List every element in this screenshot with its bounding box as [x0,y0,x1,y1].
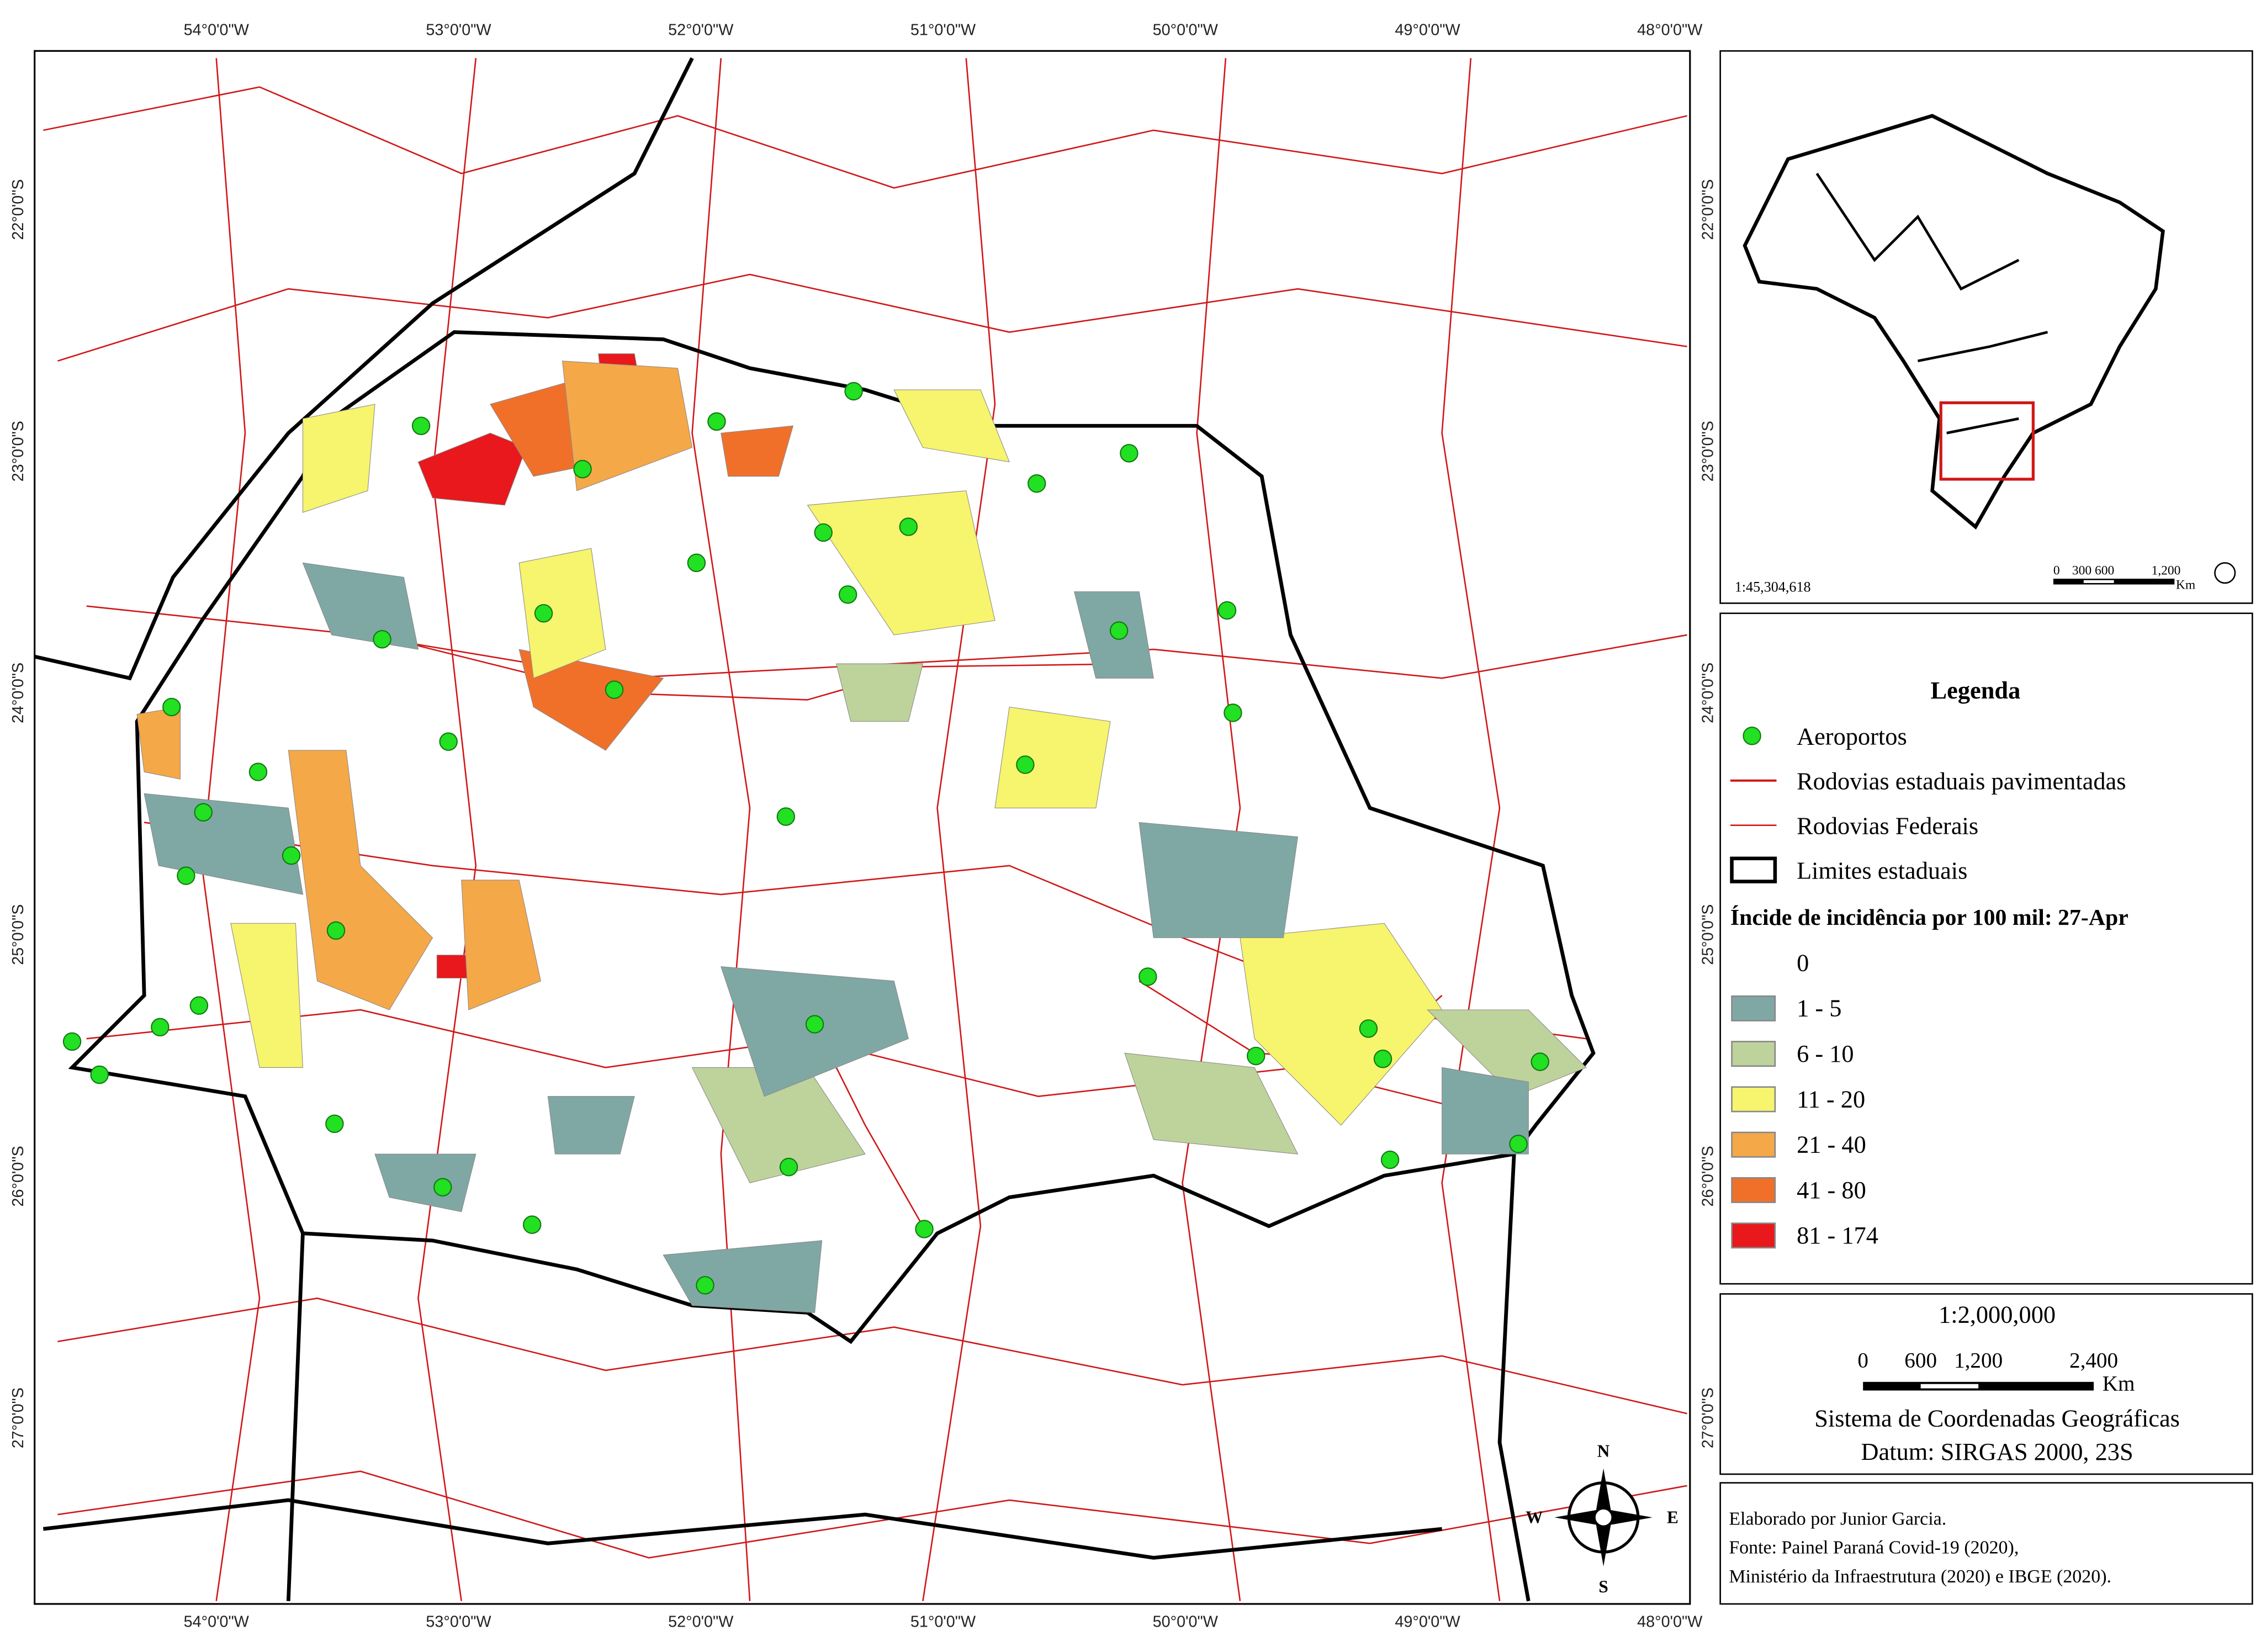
legend-class: 21 - 40 [1797,1131,1866,1158]
state-boundaries [34,57,1596,1602]
legend-swatch [1732,950,1775,976]
inset-unit: Km [2176,578,2195,592]
lon-label: 52°0'0"W [668,1613,734,1631]
legend-item: Limites estaduais [1797,856,1967,884]
datum: Datum: SIRGAS 2000, 23S [1861,1438,2133,1465]
legend-class: 0 [1797,949,1809,976]
lon-label: 53°0'0"W [426,22,491,39]
lon-label: 51°0'0"W [910,1613,976,1631]
legend-class: 81 - 174 [1797,1221,1878,1249]
lat-label: 26°0'0"S [9,1146,27,1206]
lon-label: 50°0'0"W [1153,1613,1219,1631]
lon-label: 52°0'0"W [668,22,734,39]
lat-label: 23°0'0"S [9,421,27,481]
legend-swatch [1731,1177,1776,1203]
legend: Legenda Íncide de incidência por 100 mil… [1719,612,2253,1285]
lon-label: 48°0'0"W [1637,1613,1703,1631]
lat-label: 26°0'0"S [1699,1146,1717,1206]
lon-label: 48°0'0"W [1637,22,1703,39]
lon-label: 53°0'0"W [426,1613,491,1631]
compass-n: N [1597,1442,1610,1461]
scale-tick: 600 [1904,1349,1937,1373]
legend-class: 11 - 20 [1797,1085,1865,1113]
lat-label: 27°0'0"S [9,1388,27,1448]
lon-label: 49°0'0"W [1395,1613,1460,1631]
legend-swatch [1731,1222,1776,1249]
lat-label: 24°0'0"S [9,663,27,723]
lat-label: 24°0'0"S [1699,663,1717,723]
inset-tick: 300 600 [2072,563,2114,578]
lon-label: 49°0'0"W [1395,22,1460,39]
legend-swatch [1731,1041,1776,1067]
inset-tick: 0 [2053,563,2060,578]
inset-tick: 1,200 [2152,563,2181,578]
scale-box: 1:2,000,000 0 600 1,200 2,400 Km Sistema… [1719,1293,2253,1475]
lat-label: 22°0'0"S [1699,179,1717,240]
lat-label: 25°0'0"S [9,904,27,965]
legend-class: 6 - 10 [1797,1040,1854,1067]
lat-label: 27°0'0"S [1699,1388,1717,1448]
scale-tick: 1,200 [1954,1349,2003,1373]
legend-class: 1 - 5 [1797,994,1841,1022]
airports [62,382,1549,1295]
legend-index-title: Íncide de incidência por 100 mil: 27-Apr [1730,904,2128,930]
scale-ratio: 1:2,000,000 [1939,1301,2056,1328]
inset-scale: 1:45,304,618 [1735,579,1811,595]
compass-w: W [1526,1508,1543,1527]
legend-item: Rodovias estaduais pavimentadas [1797,767,2126,795]
inset-map: 1:45,304,618 0 300 600 1,200 Km [1719,50,2253,604]
lon-label: 54°0'0"W [184,22,250,39]
legend-item: Rodovias Federais [1797,812,1978,839]
crs: Sistema de Coordenadas Geográficas [1814,1405,2180,1432]
credit-line: Elaborado por Junior Garcia. [1729,1508,1946,1529]
lat-label: 23°0'0"S [1699,421,1717,481]
compass-s: S [1598,1577,1608,1596]
credit-line: Fonte: Painel Paraná Covid-19 (2020), [1729,1538,2019,1558]
lon-label: 50°0'0"W [1153,22,1219,39]
legend-title: Legenda [1931,676,2021,704]
lon-label: 54°0'0"W [184,1613,250,1631]
credits: Elaborado por Junior Garcia. Fonte: Pain… [1719,1482,2253,1605]
scale-unit: Km [2103,1372,2135,1395]
legend-item: Aeroportos [1797,722,1907,750]
coordinate-labels: 54°0'0"W 54°0'0"W 53°0'0"W 53°0'0"W 52°0'0"W… [9,22,1717,1631]
main-map: N S E W [34,50,1691,1605]
scale-tick: 2,400 [2069,1349,2118,1373]
compass-e: E [1667,1508,1678,1527]
compass-rose: N S E W [1526,1442,1678,1596]
legend-swatch [1731,1086,1776,1113]
legend-class: 41 - 80 [1797,1176,1866,1204]
scale-tick: 0 [1857,1349,1868,1373]
legend-swatch [1731,1131,1776,1158]
legend-swatch [1731,995,1776,1021]
credit-line: Ministério da Infraestrutura (2020) e IB… [1729,1566,2111,1587]
lat-label: 25°0'0"S [1699,904,1717,965]
incidence-areas [136,353,1587,1313]
lon-label: 51°0'0"W [910,22,976,39]
lat-label: 22°0'0"S [9,179,27,240]
